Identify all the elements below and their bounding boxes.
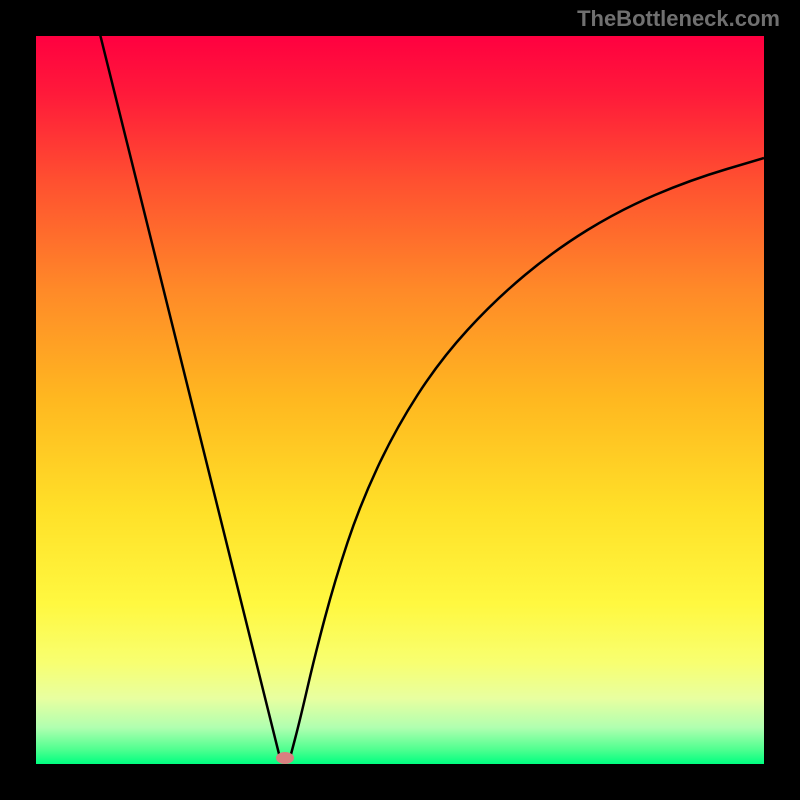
bottleneck-curve [93,6,764,758]
curve-overlay [0,0,800,800]
optimum-marker [276,752,294,764]
watermark-text: TheBottleneck.com [577,6,780,32]
chart-container: TheBottleneck.com [0,0,800,800]
